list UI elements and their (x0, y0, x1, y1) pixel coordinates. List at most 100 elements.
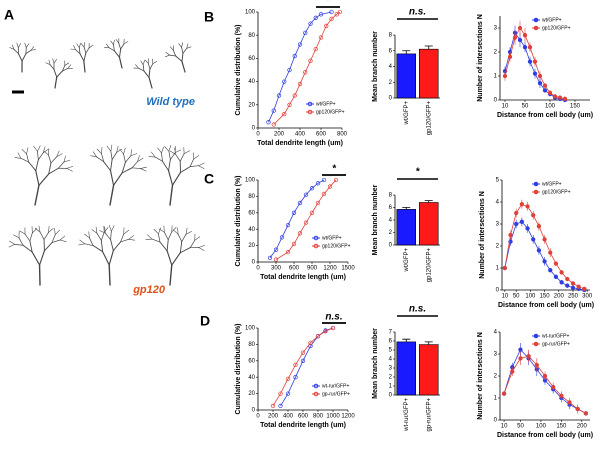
data-point (300, 350, 306, 355)
dendrite (39, 250, 45, 266)
x-axis-label: Total dendrite length (um) (257, 140, 343, 147)
dendrite (143, 70, 150, 78)
y-tick-label: 2 (494, 374, 498, 380)
data-point (278, 391, 283, 396)
data-point (315, 181, 321, 186)
y-tick-label: 20 (248, 391, 255, 397)
dendrite (103, 161, 111, 172)
dendrite (35, 159, 39, 172)
series-line (272, 327, 334, 407)
dendrite (140, 166, 147, 169)
dendrite (34, 184, 40, 206)
dendrite (174, 147, 176, 155)
data-point (267, 255, 273, 261)
dendrite (22, 244, 33, 253)
y-tick-label: 2 (494, 50, 498, 56)
error-bar (402, 50, 411, 54)
x-tick-label: 10 (502, 104, 509, 110)
x-tick-label: gp120/GFP+ (426, 101, 432, 136)
dendrite (105, 43, 110, 49)
data-point (553, 261, 559, 266)
dendrite (180, 166, 191, 173)
dendrite (159, 241, 168, 252)
x-tick-label: 300 (582, 294, 593, 300)
x-tick-label: 0 (256, 132, 260, 138)
x-axis-label: Distance from cell body (um) (497, 112, 593, 119)
y-tick-label: 6 (389, 48, 393, 54)
panel-label: D (200, 313, 210, 329)
data-point (548, 250, 553, 255)
data-point (334, 12, 339, 17)
dendrite (119, 148, 124, 155)
dendrite (165, 51, 170, 56)
data-point (293, 362, 298, 368)
y-axis-label: Mean branch number (372, 184, 379, 255)
dendrite (43, 232, 49, 240)
dendrite (108, 264, 111, 286)
dendrite (110, 40, 114, 46)
y-tick-label: 5 (389, 348, 393, 354)
data-point (330, 325, 336, 331)
dendrite (24, 233, 31, 242)
y-tick-label: 3 (494, 352, 498, 358)
dendrite (128, 239, 136, 241)
x-tick-label: 200 (577, 424, 588, 430)
dendrite (131, 167, 141, 169)
x-tick-label: 600 (316, 132, 327, 138)
data-point (323, 329, 328, 334)
dendrite (109, 184, 115, 206)
x-tick-label: 50 (513, 294, 520, 300)
series-line (268, 11, 332, 123)
y-axis-label: Number of intersections N (477, 14, 484, 102)
dendrite (13, 234, 20, 239)
dendrite (48, 228, 54, 233)
dendrite (174, 149, 182, 153)
dendrite (18, 237, 24, 246)
dendrite (157, 233, 161, 243)
dendrite (26, 147, 29, 155)
dendrite (154, 156, 163, 162)
neuron-drawings (8, 38, 205, 286)
y-tick-label: 3 (494, 26, 498, 32)
y-axis-label: Mean branch number (372, 328, 379, 399)
data-point (321, 177, 327, 183)
y-tick-label: 3 (389, 366, 393, 372)
y-axis-label: Number of intersections N (477, 332, 484, 420)
dendrite (179, 241, 183, 254)
dendrite (66, 168, 73, 172)
annotation: n.s. (325, 312, 342, 323)
dendrite (14, 244, 24, 246)
data-point (329, 9, 334, 15)
dendrite (52, 58, 55, 64)
x-tick-label: 150 (540, 294, 551, 300)
dendrite (169, 184, 174, 206)
dendrite (83, 42, 85, 48)
dendrite (100, 232, 105, 241)
data-point (308, 340, 313, 345)
dendrite (30, 49, 36, 51)
dendrite (24, 42, 27, 48)
dendrite (88, 44, 94, 49)
data-point (548, 268, 553, 273)
x-tick-label: 900 (307, 266, 318, 272)
y-tick-label: 80 (248, 194, 255, 200)
data-point (559, 280, 564, 285)
x-tick-label: 800 (313, 414, 324, 420)
dendrite (11, 44, 15, 50)
data-point (583, 411, 589, 416)
data-point (303, 30, 308, 36)
data-point (297, 81, 303, 87)
dendrite (37, 145, 41, 152)
y-tick-label: 20 (248, 102, 255, 108)
legend-label: wt/GFP+ (542, 181, 562, 187)
data-point (519, 202, 525, 207)
dendrite (164, 54, 170, 58)
data-point (565, 276, 570, 282)
dendrite (49, 64, 55, 70)
data-point (570, 285, 576, 290)
data-point (570, 281, 576, 286)
data-point (507, 54, 513, 59)
dendrite (147, 62, 151, 70)
dendrite (157, 147, 162, 154)
x-tick-label: 1500 (341, 266, 355, 272)
